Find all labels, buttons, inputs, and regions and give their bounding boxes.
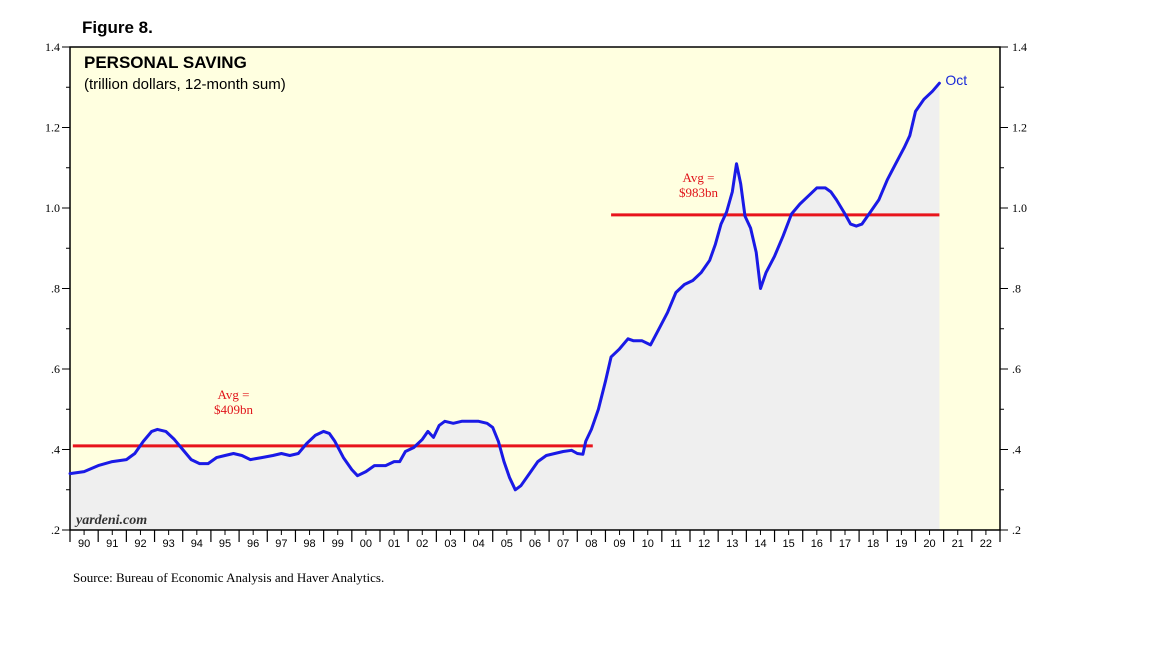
x-tick-label: 12 [698, 538, 710, 550]
x-tick-label: 07 [557, 538, 569, 550]
x-tick-label: 04 [473, 538, 485, 550]
watermark: yardeni.com [74, 513, 147, 528]
series-line [68, 81, 941, 492]
x-tick-label: 97 [275, 538, 287, 550]
x-tick-label: 98 [303, 538, 315, 550]
y-tick-label-right: 1.4 [1012, 40, 1027, 54]
y-tick-label-left: .2 [51, 523, 60, 537]
x-tick-label: 10 [642, 538, 654, 550]
y-tick-label-right: 1.0 [1012, 201, 1027, 215]
average-value-label: $409bn [214, 402, 254, 417]
source-note: Source: Bureau of Economic Analysis and … [73, 570, 385, 585]
x-tick-label: 00 [360, 538, 372, 550]
y-tick-label-right: .4 [1012, 443, 1021, 457]
y-tick-label-right: .2 [1012, 523, 1021, 537]
y-tick-label-right: .8 [1012, 282, 1021, 296]
x-tick-label: 01 [388, 538, 400, 550]
x-tick-label: 18 [867, 538, 879, 550]
average-value-label: $983bn [679, 185, 719, 200]
x-tick-label: 06 [529, 538, 541, 550]
y-tick-label-left: .8 [51, 282, 60, 296]
x-tick-label: 11 [670, 538, 681, 550]
average-label: Avg = [682, 170, 714, 185]
last-point-label: Oct [945, 72, 967, 88]
x-tick-label: 05 [501, 538, 513, 550]
y-tick-label-right: 1.2 [1012, 121, 1027, 135]
x-tick-label: 94 [191, 538, 203, 550]
x-tick-label: 08 [585, 538, 597, 550]
x-tick-label: 15 [783, 538, 795, 550]
x-tick-label: 19 [895, 538, 907, 550]
x-tick-label: 21 [952, 538, 964, 550]
figure-label: Figure 8. [82, 18, 153, 37]
y-tick-label-left: 1.2 [45, 121, 60, 135]
chart-subtitle: (trillion dollars, 12-month sum) [84, 76, 286, 93]
x-tick-label: 02 [416, 538, 428, 550]
x-tick-label: 91 [106, 538, 118, 550]
x-tick-label: 99 [332, 538, 344, 550]
y-tick-label-left: 1.0 [45, 201, 60, 215]
x-tick-label: 09 [613, 538, 625, 550]
x-tick-label: 92 [134, 538, 146, 550]
x-tick-label: 90 [78, 538, 90, 550]
x-tick-label: 03 [444, 538, 456, 550]
y-tick-label-right: .6 [1012, 362, 1021, 376]
x-tick-label: 13 [726, 538, 738, 550]
x-tick-label: 22 [980, 538, 992, 550]
y-tick-label-left: 1.4 [45, 40, 60, 54]
x-tick-label: 96 [247, 538, 259, 550]
series-area [70, 83, 940, 530]
x-tick-label: 20 [923, 538, 935, 550]
x-tick-label: 95 [219, 538, 231, 550]
average-label: Avg = [217, 387, 249, 402]
x-tick-label: 17 [839, 538, 851, 550]
x-tick-label: 14 [754, 538, 766, 550]
y-tick-label-left: .4 [51, 443, 60, 457]
x-tick-label: 93 [163, 538, 175, 550]
y-tick-label-left: .6 [51, 362, 60, 376]
chart-title: PERSONAL SAVING [84, 53, 247, 72]
x-tick-label: 16 [811, 538, 823, 550]
